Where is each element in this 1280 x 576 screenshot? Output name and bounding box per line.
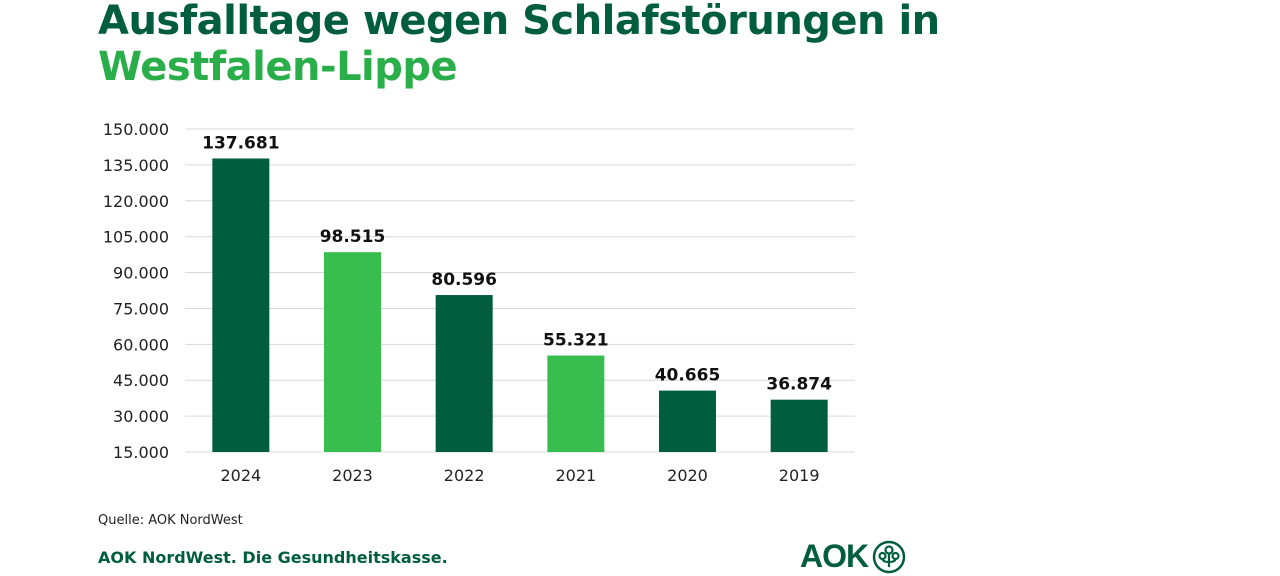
data-label: 98.515 xyxy=(320,227,386,247)
title-line-1: Ausfalltage wegen Schlafstörungen in xyxy=(98,0,940,44)
bar-2022 xyxy=(435,295,493,452)
chart-title: Ausfalltage wegen Schlafstörungen in Wes… xyxy=(98,0,940,90)
x-tick-label: 2019 xyxy=(779,466,820,485)
y-tick-label: 15.000 xyxy=(113,443,169,462)
y-tick-label: 60.000 xyxy=(113,335,169,354)
data-label: 36.874 xyxy=(766,375,832,395)
x-tick-label: 2020 xyxy=(667,466,708,485)
x-tick-label: 2021 xyxy=(555,466,596,485)
data-label: 40.665 xyxy=(655,366,721,386)
logo-text: AOK xyxy=(800,538,869,574)
y-tick-label: 75.000 xyxy=(113,299,169,318)
bar-2020 xyxy=(659,390,716,452)
y-tick-label: 120.000 xyxy=(103,192,169,211)
x-tick-label: 2024 xyxy=(220,466,261,485)
data-label: 55.321 xyxy=(543,331,609,351)
data-label: 137.681 xyxy=(202,133,279,153)
tree-icon xyxy=(872,540,906,573)
data-label: 80.596 xyxy=(431,270,497,290)
aok-logo: AOK xyxy=(800,538,906,575)
y-tick-label: 90.000 xyxy=(113,264,169,283)
source-note: Quelle: AOK NordWest xyxy=(98,513,243,528)
bar-2024 xyxy=(212,158,270,452)
y-tick-label: 45.000 xyxy=(113,371,169,390)
y-tick-label: 30.000 xyxy=(113,407,169,426)
y-tick-label: 105.000 xyxy=(103,228,169,247)
footer-slogan: AOK NordWest. Die Gesundheitskasse. xyxy=(98,548,448,567)
x-tick-label: 2023 xyxy=(332,466,373,485)
x-tick-label: 2022 xyxy=(444,466,485,485)
title-line-2: Westfalen-Lippe xyxy=(98,44,458,90)
bar-2019 xyxy=(770,399,828,452)
y-tick-label: 150.000 xyxy=(103,120,169,139)
bar-2023 xyxy=(324,252,381,452)
y-tick-label: 135.000 xyxy=(103,156,169,175)
bar-2021 xyxy=(547,355,605,452)
